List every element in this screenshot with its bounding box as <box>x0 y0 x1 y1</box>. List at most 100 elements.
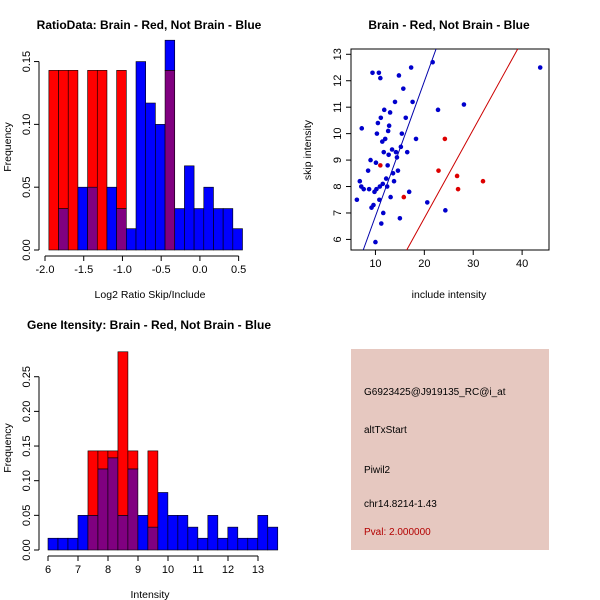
scatter-point-not-brain <box>359 126 365 131</box>
ratio-axes: -2.0 -1.5 -1.0 -0.5 0.0 0.5 0.00 0.05 0.10 0.15 <box>21 51 246 276</box>
scatter-point-not-brain <box>377 197 382 203</box>
scatter-point-not-brain <box>361 186 367 192</box>
scatter-point-not-brain <box>370 70 375 76</box>
ratio-bars <box>48 39 243 251</box>
scatter-point-not-brain <box>394 155 400 160</box>
ratio-x-tick-label: 0.0 <box>192 264 207 276</box>
ratio-bar-overlap <box>87 186 98 251</box>
ratio-x-tick-label: -1.0 <box>113 264 132 276</box>
gene-bar-not-brain <box>77 515 89 551</box>
scatter-point-not-brain <box>376 70 382 76</box>
scatter-point-not-brain <box>443 208 448 213</box>
scatter-point-not-brain <box>403 115 409 121</box>
ratio-bar-not-brain <box>164 39 176 71</box>
scatter-point-brain <box>436 168 441 173</box>
gene-bar-not-brain <box>257 515 269 551</box>
brain-fit-line <box>406 48 519 251</box>
gene-bars <box>47 351 279 551</box>
scatter-title: Brain - Red, Not Brain - Blue <box>368 18 530 32</box>
scatter-point-not-brain <box>399 131 405 136</box>
ratio-bar-not-brain <box>203 186 214 251</box>
gene-bar-not-brain <box>247 537 259 551</box>
scatter-point-not-brain <box>382 136 388 142</box>
scatter-point-brain <box>454 173 460 179</box>
ratio-bar-brain <box>96 70 108 251</box>
scatter-point-not-brain <box>398 144 404 150</box>
scatter-x-tick-label: 40 <box>516 258 528 270</box>
scatter-fit-lines <box>362 48 519 251</box>
gene-bar-brain <box>87 450 99 516</box>
scatter-point-not-brain <box>354 197 360 203</box>
gene-ylabel: Frequency <box>2 422 14 472</box>
scatter-point-not-brain <box>378 115 384 121</box>
scatter-point-not-brain <box>383 176 389 181</box>
scatter-point-not-brain <box>401 86 406 91</box>
ratio-bar-not-brain <box>145 102 156 251</box>
gene-bar-brain <box>97 450 109 470</box>
scatter-point-not-brain <box>390 171 396 176</box>
scatter-point-not-brain <box>388 194 393 200</box>
ratio-bar-not-brain <box>106 186 117 251</box>
ratio-y-tick-label: 0.10 <box>21 114 33 135</box>
ratio-bar-brain <box>116 70 127 209</box>
scatter-point-not-brain <box>395 168 401 173</box>
scatter-y-tick-label: 8 <box>332 183 344 189</box>
gene-axes: 6 7 8 9 10 11 12 13 0.00 0.05 0.10 0.15 0.20 0.25 <box>21 366 264 576</box>
gene-x-tick-label: 8 <box>105 564 111 576</box>
ratio-ylabel: Frequency <box>2 121 14 171</box>
scatter-point-not-brain <box>392 99 398 105</box>
gene-bar-overlap <box>107 457 119 551</box>
ratio-x-tick-label: -2.0 <box>36 264 55 276</box>
gene-bar-not-brain <box>197 537 209 551</box>
ratio-bar-not-brain <box>213 208 224 251</box>
ratio-x-tick-label: -0.5 <box>152 264 171 276</box>
scatter-point-not-brain <box>461 102 467 107</box>
gene-x-tick-label: 11 <box>192 564 203 576</box>
gene-x-tick-label: 9 <box>135 564 141 576</box>
scatter-point-not-brain <box>357 178 363 184</box>
scatter-point-not-brain <box>406 189 412 195</box>
scatter-point-not-brain <box>375 120 381 126</box>
gene-y-tick-label: 0.20 <box>21 401 33 422</box>
gene-bar-not-brain <box>137 515 149 551</box>
scatter-point-not-brain <box>396 73 402 78</box>
scatter-point-not-brain <box>435 107 441 113</box>
gene-bar-overlap <box>127 468 139 551</box>
scatter-axes: 10 20 30 40 6 7 8 9 10 11 12 13 <box>332 48 528 270</box>
gene-bar-not-brain <box>237 537 249 551</box>
ratio-y-tick-label: 0.05 <box>21 176 33 197</box>
scatter-point-not-brain <box>379 221 384 226</box>
ratio-bar-brain <box>48 70 59 251</box>
gene-bar-brain <box>107 450 119 459</box>
scatter-point-not-brain <box>366 186 372 192</box>
ratio-bar-not-brain <box>77 186 88 251</box>
gene-y-tick-label: 0.15 <box>21 435 33 456</box>
ratio-histogram: RatioData: Brain - Red, Not Brain - Blue… <box>2 18 262 301</box>
ratio-title: RatioData: Brain - Red, Not Brain - Blue <box>37 18 262 32</box>
scatter-point-not-brain <box>430 59 435 65</box>
scatter-point-not-brain <box>387 110 393 115</box>
ratio-bar-not-brain <box>222 208 234 251</box>
gene-bar-not-brain <box>207 515 219 551</box>
scatter-point-brain <box>455 186 461 192</box>
scatter-point-brain <box>480 178 486 184</box>
probe-id: G6923425@J919135_RC@i_at <box>364 387 506 398</box>
ratio-bar-overlap <box>116 208 127 251</box>
ratio-bar-not-brain <box>232 228 243 251</box>
scatter-point-not-brain <box>381 149 387 155</box>
gene-y-tick-label: 0.10 <box>21 470 33 491</box>
gene-x-tick-label: 6 <box>45 564 51 576</box>
scatter-y-tick-label: 9 <box>332 157 344 163</box>
scatter-x-tick-label: 10 <box>369 258 381 270</box>
gene-bar-not-brain <box>167 515 179 551</box>
gene-y-tick-label: 0.05 <box>21 505 33 526</box>
scatter-point-not-brain <box>379 139 385 144</box>
gene-x-tick-label: 10 <box>162 564 174 576</box>
scatter-y-tick-label: 11 <box>332 101 344 112</box>
gene-bar-not-brain <box>47 537 59 551</box>
scatter-point-not-brain <box>374 186 379 192</box>
genomic-location: chr14.8214-1.43 <box>364 499 437 510</box>
ratio-x-tick-label: 0.5 <box>231 264 246 276</box>
scatter-point-not-brain <box>373 160 379 166</box>
p-value: Pval: 2.000000 <box>364 527 431 538</box>
